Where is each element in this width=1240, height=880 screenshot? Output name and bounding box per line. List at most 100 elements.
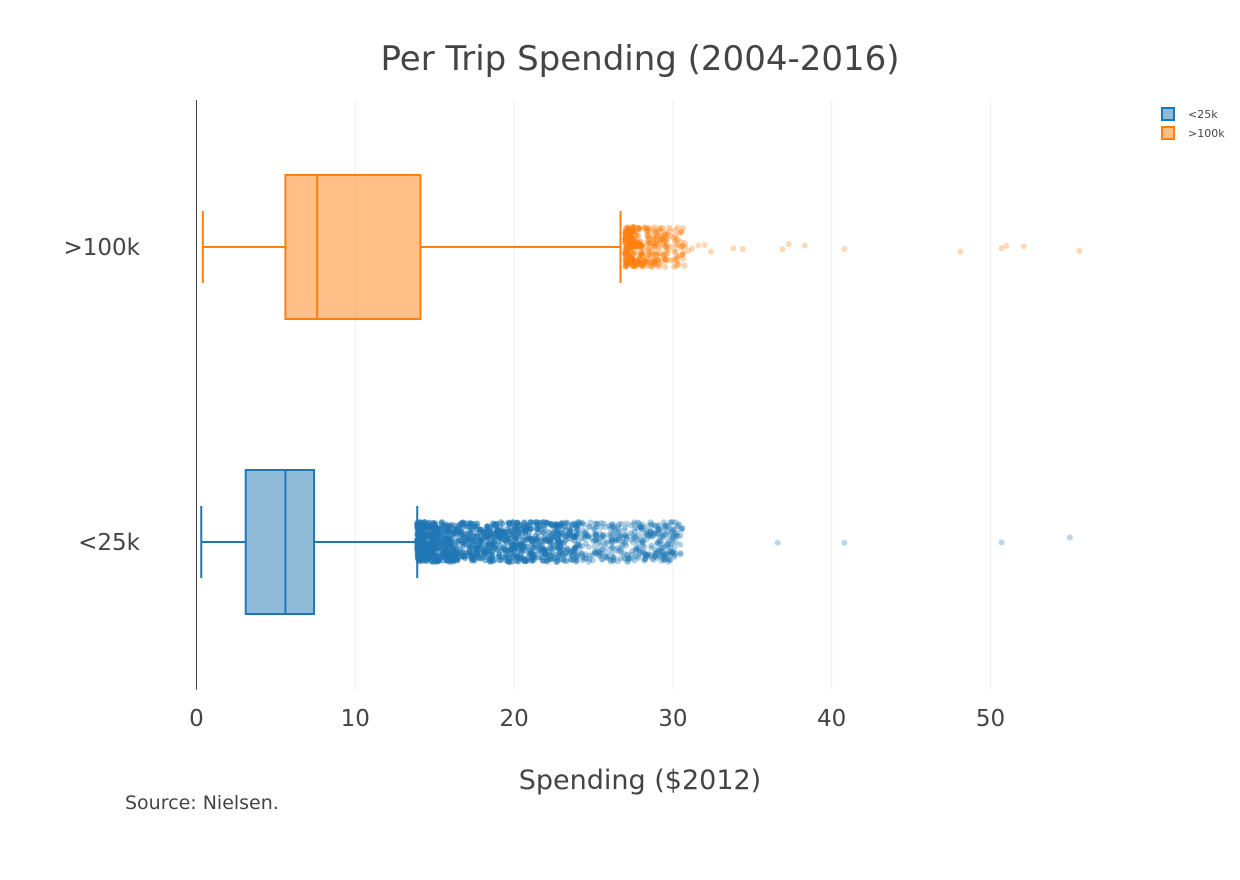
- outlier-point: [637, 536, 644, 543]
- outlier-point: [623, 552, 630, 559]
- outlier-point: [671, 238, 678, 245]
- outlier-point: [629, 551, 636, 558]
- outlier-point: [624, 250, 631, 257]
- outlier-point: [510, 529, 517, 536]
- outlier-point: [541, 529, 548, 536]
- outlier-point: [672, 248, 679, 255]
- sparse-outlier-point-11: [957, 248, 964, 255]
- outlier-point: [416, 532, 423, 539]
- outlier-point: [600, 540, 607, 547]
- outlier-point: [518, 525, 525, 532]
- x-tick-label-40: 40: [817, 706, 846, 732]
- outlier-point: [656, 546, 663, 553]
- outlier-point: [625, 555, 632, 562]
- outlier-point: [581, 535, 588, 542]
- legend-label-1: >100k: [1188, 127, 1225, 140]
- outlier-point: [652, 546, 659, 553]
- outlier-point: [645, 258, 652, 265]
- outlier-point: [581, 521, 588, 528]
- outlier-point: [493, 520, 500, 527]
- outlier-point: [639, 263, 646, 270]
- outlier-point: [641, 224, 648, 231]
- outlier-point: [677, 551, 684, 558]
- outlier-point: [553, 521, 560, 528]
- outlier-point: [615, 532, 622, 539]
- outlier-point: [457, 529, 464, 536]
- outlier-point: [599, 534, 606, 541]
- outlier-point: [668, 537, 675, 544]
- outlier-point: [651, 553, 658, 560]
- sparse-outlier-point-7: [779, 246, 786, 253]
- outlier-point: [649, 555, 656, 562]
- outlier-point: [653, 251, 660, 258]
- outlier-point: [650, 234, 657, 241]
- outlier-point: [621, 532, 628, 539]
- outlier-point: [591, 526, 598, 533]
- outlier-point: [651, 243, 658, 250]
- sparse-outlier-point-14: [1020, 243, 1027, 250]
- outlier-point: [672, 534, 679, 541]
- outlier-point: [452, 531, 459, 538]
- outlier-point: [637, 524, 644, 531]
- outlier-point: [658, 233, 665, 240]
- outlier-point: [647, 551, 654, 558]
- outlier-point: [668, 519, 675, 526]
- legend[interactable]: <25k >100k: [1161, 107, 1225, 140]
- outlier-point: [619, 541, 626, 548]
- outlier-point: [625, 557, 632, 564]
- outlier-point: [647, 528, 654, 535]
- outlier-point: [496, 557, 503, 564]
- outlier-point: [609, 539, 616, 546]
- outlier-point: [505, 519, 512, 526]
- outlier-point: [662, 247, 669, 254]
- outlier-point: [659, 531, 666, 538]
- outlier-point: [628, 234, 635, 241]
- outlier-point: [667, 552, 674, 559]
- outlier-point: [652, 241, 659, 248]
- outlier-point: [609, 545, 616, 552]
- outlier-point: [640, 548, 647, 555]
- outlier-point: [661, 555, 668, 562]
- legend-item-1[interactable]: >100k: [1161, 126, 1225, 140]
- legend-item-0[interactable]: <25k: [1161, 107, 1218, 121]
- outlier-point: [643, 532, 650, 539]
- outlier-point: [667, 543, 674, 550]
- outlier-point: [554, 530, 561, 537]
- outlier-point: [681, 240, 688, 247]
- outlier-point: [521, 558, 528, 565]
- outlier-point: [420, 557, 427, 564]
- outlier-point: [582, 530, 589, 537]
- outlier-point: [674, 258, 681, 265]
- outlier-point: [671, 552, 678, 559]
- outlier-point: [652, 250, 659, 257]
- outlier-point: [665, 256, 672, 263]
- outlier-point: [581, 556, 588, 563]
- outlier-point: [550, 550, 557, 557]
- outlier-point: [669, 534, 676, 541]
- outlier-point: [608, 537, 615, 544]
- outlier-point: [646, 553, 653, 560]
- outlier-point: [639, 523, 646, 530]
- outlier-point: [654, 252, 661, 259]
- outlier-point: [598, 550, 605, 557]
- outlier-point: [646, 239, 653, 246]
- outlier-point: [669, 538, 676, 545]
- outlier-point: [623, 535, 630, 542]
- outlier-point: [661, 255, 668, 262]
- outlier-point: [586, 523, 593, 530]
- outlier-point: [641, 557, 648, 564]
- outlier-point: [648, 263, 655, 270]
- outlier-point: [666, 525, 673, 532]
- outlier-point: [647, 240, 654, 247]
- outlier-point: [608, 530, 615, 537]
- outlier-point: [664, 542, 671, 549]
- outlier-point: [488, 542, 495, 549]
- outlier-point: [628, 536, 635, 543]
- outlier-point: [680, 255, 687, 262]
- outlier-point: [663, 231, 670, 238]
- outlier-point: [609, 555, 616, 562]
- outlier-point: [649, 251, 656, 258]
- outlier-point: [508, 558, 515, 565]
- outlier-point: [676, 521, 683, 528]
- outlier-point: [611, 522, 618, 529]
